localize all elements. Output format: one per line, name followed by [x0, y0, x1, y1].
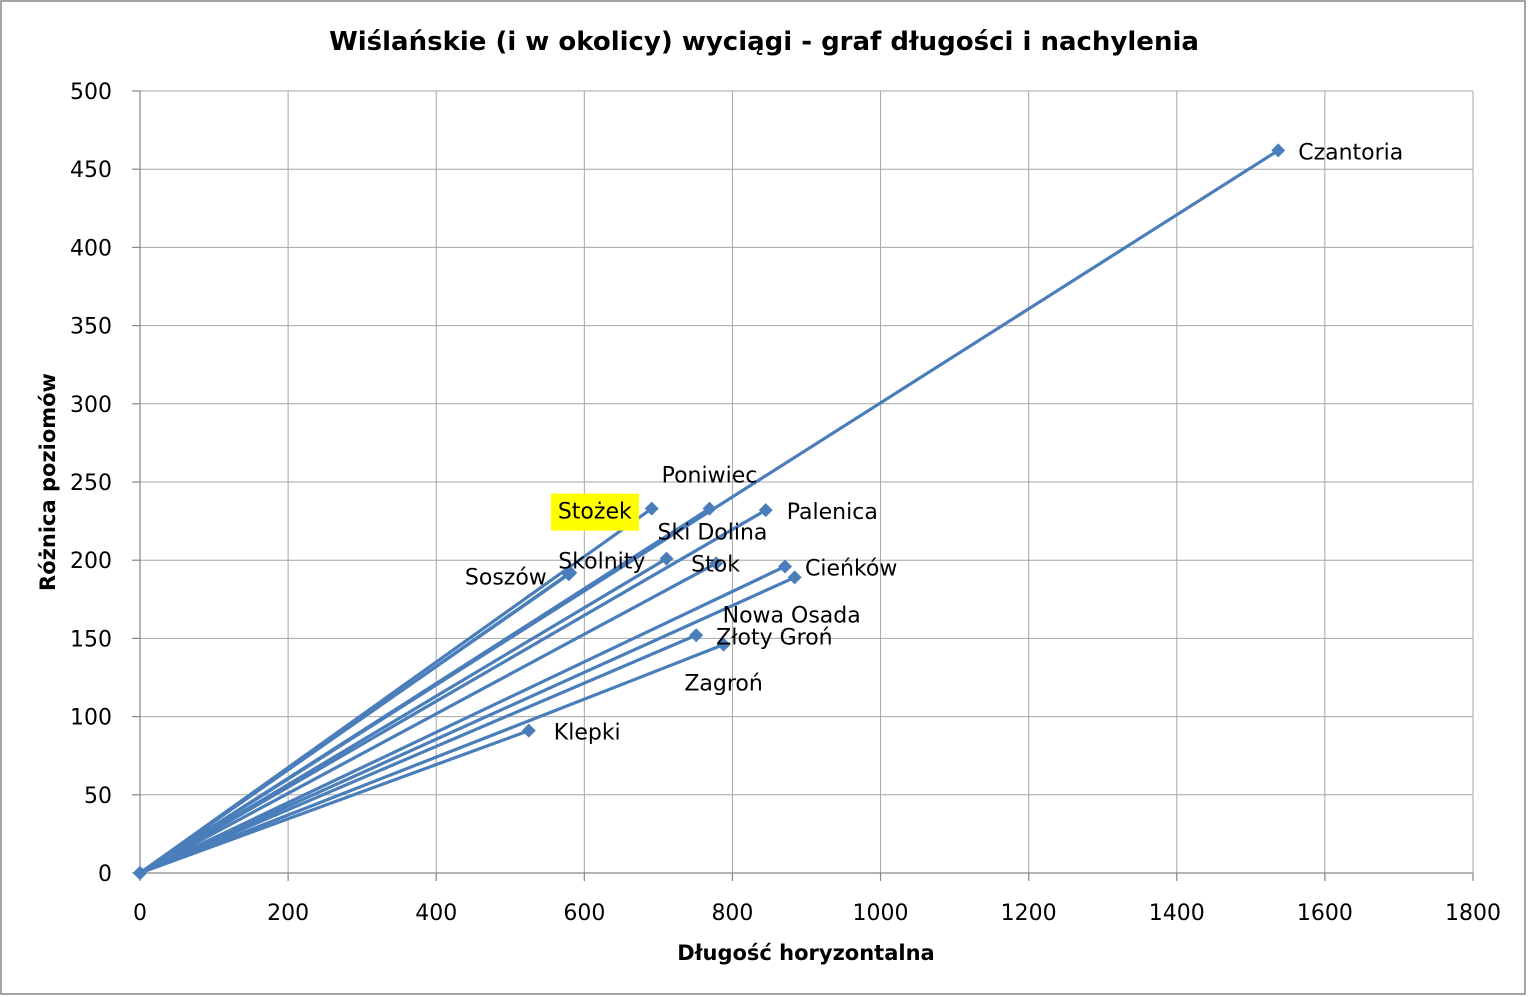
grid: [132, 90, 1474, 881]
x-tick-label: 0: [133, 901, 147, 926]
series-line-12: [138, 729, 531, 875]
series-line-6: [138, 572, 571, 875]
data-point: [521, 723, 536, 738]
x-tick-label: 1400: [1149, 901, 1205, 926]
x-tick-label: 1000: [853, 901, 909, 926]
y-tick-label: 150: [70, 627, 112, 652]
data-point: [561, 567, 576, 582]
data-point: [1271, 143, 1286, 158]
y-tick-label: 100: [70, 706, 112, 731]
point-labels: Czantoria Stożek Poniwiec Palenica Ski Dolin…: [465, 140, 1403, 745]
point-label-4: Ski Dolina: [658, 521, 768, 546]
point-label-2: Poniwiec: [662, 464, 758, 489]
y-tick-label: 400: [70, 236, 112, 261]
point-label-0: Czantoria: [1298, 140, 1403, 165]
point-label-10: Złoty Groń: [716, 625, 832, 650]
data-point: [758, 503, 773, 518]
y-tick-label: 0: [98, 862, 112, 887]
data-point: [702, 501, 717, 516]
data-point: [787, 570, 802, 585]
point-label-11: Zagroń: [684, 672, 762, 697]
x-tick-label: 800: [711, 901, 753, 926]
data-point: [659, 551, 674, 566]
x-tick-label: 200: [267, 901, 309, 926]
y-tick-label: 50: [84, 784, 112, 809]
data-point: [133, 866, 147, 880]
x-tick-label: 1200: [1001, 901, 1057, 926]
series-line-7: [138, 561, 718, 875]
y-tick-labels: 0 50 100 150 200 250 300 350 400 450 500: [70, 80, 112, 887]
x-tick-label: 400: [415, 901, 457, 926]
data-point: [778, 559, 793, 574]
series-line-9: [138, 575, 797, 875]
y-axis-title: Różnica poziomów: [36, 373, 60, 591]
y-tick-label: 350: [70, 315, 112, 340]
point-label-5: Skolnity: [558, 550, 645, 575]
series-lines: [133, 143, 1286, 880]
series-line-10: [138, 633, 698, 875]
series-line-2: [138, 506, 712, 875]
chart-title: Wiślańskie (i w okolicy) wyciągi - graf …: [329, 27, 1199, 57]
y-tick-label: 200: [70, 549, 112, 574]
series-line-4: [138, 557, 669, 875]
x-tick-label: 600: [563, 901, 605, 926]
y-tick-label: 450: [70, 158, 112, 183]
point-label-6: Soszów: [465, 565, 547, 590]
series-line-11: [138, 643, 726, 875]
data-point: [644, 501, 659, 516]
x-tick-labels: 0 200 400 600 800 1000 1200 1400 1600 1800: [133, 901, 1501, 926]
highlight-box: [550, 493, 639, 531]
point-label-9: Nowa Osada: [723, 603, 861, 628]
point-label-12: Klepki: [554, 721, 621, 746]
y-tick-label: 250: [70, 471, 112, 496]
point-label-7: Stok: [691, 552, 740, 577]
data-point: [689, 628, 704, 643]
data-point: [716, 637, 731, 652]
point-label-3: Palenica: [787, 500, 878, 525]
y-tick-label: 300: [70, 393, 112, 418]
x-axis-title: Długość horyzontalna: [677, 941, 934, 965]
point-label-8: Cieńków: [805, 556, 897, 581]
point-label-1: Stożek: [558, 500, 632, 525]
series-line-8: [138, 564, 787, 875]
y-tick-label: 500: [70, 80, 112, 105]
data-point: [709, 556, 724, 571]
x-tick-label: 1600: [1297, 901, 1353, 926]
x-tick-label: 1800: [1445, 901, 1501, 926]
